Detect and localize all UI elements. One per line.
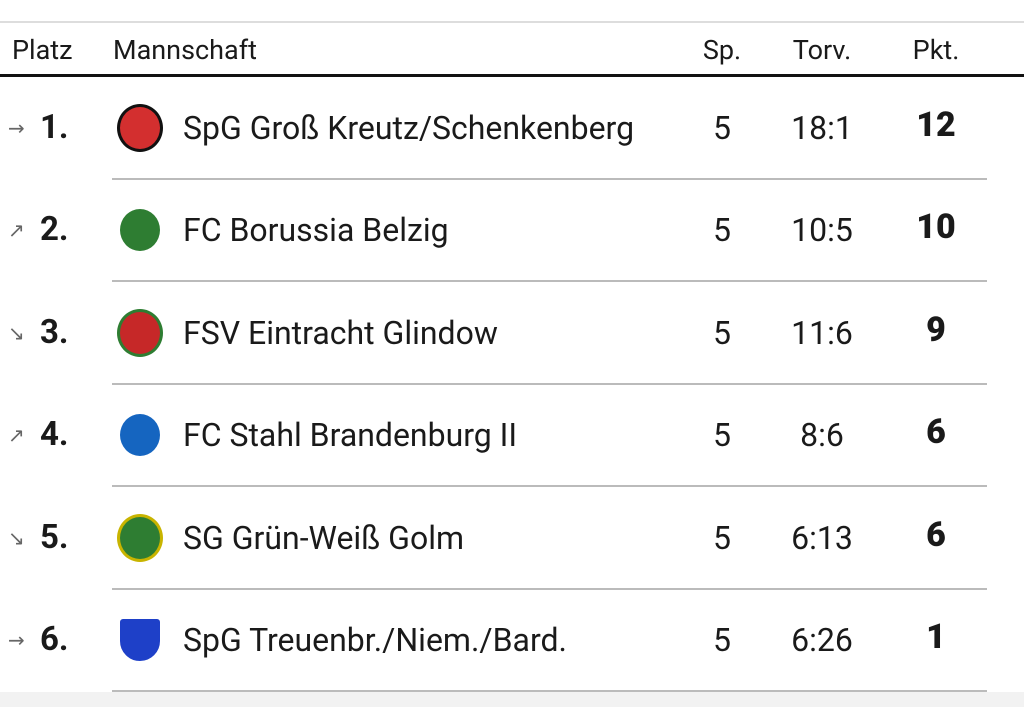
- team-logo: [117, 513, 163, 562]
- goals: 6:13: [791, 518, 853, 557]
- points: 1: [926, 617, 946, 657]
- team-logo: [117, 206, 163, 255]
- header-games: Sp.: [702, 34, 742, 66]
- top-rule: [0, 21, 1024, 23]
- games: 5: [713, 109, 731, 147]
- games: 5: [713, 211, 731, 250]
- goals: 6:26: [791, 621, 853, 659]
- goals: 10:5: [791, 211, 853, 250]
- goals: 8:6: [800, 416, 844, 455]
- row-separator: [112, 587, 987, 590]
- points: 6: [926, 412, 946, 453]
- header-team: Mannschaft: [113, 34, 257, 66]
- team-logo: [117, 411, 163, 460]
- team-name: SG Grün-Weiß Golm: [183, 518, 465, 557]
- footer-bg: [0, 692, 1024, 707]
- games: 5: [713, 416, 731, 455]
- games: 5: [713, 518, 731, 557]
- trend-arrow: ↗: [8, 423, 25, 448]
- trend-arrow: →: [8, 116, 25, 140]
- trend-arrow: ↘: [8, 320, 25, 345]
- header-platz: Platz: [12, 34, 73, 66]
- row-separator: [112, 690, 987, 692]
- team-name: FC Borussia Belzig: [183, 211, 449, 250]
- team-name: FSV Eintracht Glindow: [183, 313, 498, 352]
- trend-arrow: →: [8, 628, 25, 652]
- rank: 4.: [40, 415, 69, 455]
- rank: 2.: [40, 210, 69, 250]
- team-name: SpG Treuenbr./Niem./Bard.: [183, 621, 567, 659]
- team-logo: [117, 616, 163, 664]
- rank: 1.: [40, 108, 69, 147]
- row-separator: [112, 280, 987, 283]
- goals: 18:1: [791, 109, 853, 147]
- team-logo: [117, 104, 163, 152]
- header-rule: [0, 74, 1024, 77]
- points: 9: [926, 309, 946, 350]
- points: 12: [916, 105, 956, 145]
- rank: 6.: [40, 620, 69, 659]
- rank: 5.: [40, 517, 69, 557]
- row-separator: [112, 382, 987, 385]
- games: 5: [713, 313, 731, 352]
- games: 5: [713, 621, 731, 659]
- points: 10: [916, 207, 956, 248]
- header-goals: Torv.: [792, 34, 852, 66]
- goals: 11:6: [791, 313, 853, 352]
- row-separator: [112, 485, 987, 488]
- points: 6: [926, 514, 946, 555]
- team-name: FC Stahl Brandenburg II: [183, 416, 518, 455]
- header-points: Pkt.: [912, 34, 960, 66]
- trend-arrow: ↘: [8, 525, 25, 550]
- team-name: SpG Groß Kreutz/Schenkenberg: [183, 109, 635, 147]
- trend-arrow: ↗: [8, 218, 25, 243]
- rank: 3.: [40, 312, 69, 352]
- row-separator: [112, 178, 987, 180]
- team-logo: [117, 308, 163, 357]
